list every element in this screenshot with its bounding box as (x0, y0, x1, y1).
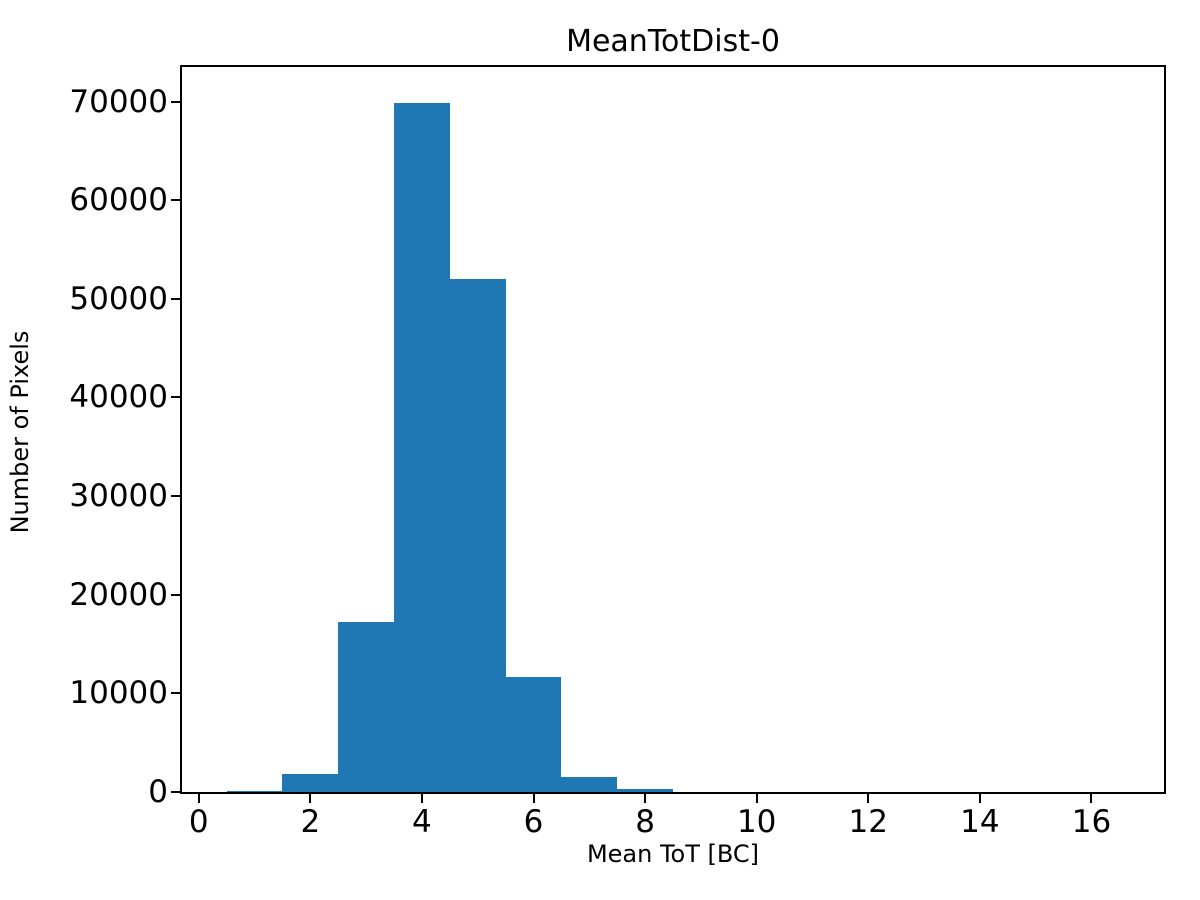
x-tick-mark (755, 794, 758, 803)
y-tick-label: 60000 (69, 182, 168, 219)
y-tick-mark (171, 100, 180, 103)
y-tick-mark (171, 199, 180, 202)
x-tick-label: 10 (736, 804, 777, 840)
x-tick-label: 16 (1071, 804, 1112, 840)
plot-area (182, 67, 1164, 792)
x-tick-mark (309, 794, 312, 803)
plot-area-spines (180, 65, 1166, 794)
x-tick-mark (197, 794, 200, 803)
y-tick-mark (171, 593, 180, 596)
histogram-bar (282, 774, 339, 792)
x-tick-mark (420, 794, 423, 803)
histogram-bar (561, 777, 618, 792)
histogram-bar (505, 677, 562, 792)
y-tick-mark (171, 396, 180, 399)
x-tick-label: 14 (960, 804, 1000, 840)
y-tick-mark (171, 297, 180, 300)
x-tick-label: 0 (188, 804, 209, 840)
x-tick-mark (1090, 794, 1093, 803)
y-tick-label: 0 (148, 774, 168, 810)
x-tick-label: 2 (300, 804, 321, 840)
x-tick-label: 6 (523, 804, 544, 840)
x-tick-label: 12 (848, 804, 888, 840)
chart-title: MeanTotDist-0 (566, 24, 780, 59)
x-tick-mark (867, 794, 870, 803)
y-tick-label: 10000 (69, 675, 168, 712)
histogram-bar (226, 790, 283, 792)
y-axis-label: Number of Pixels (6, 330, 34, 534)
histogram-bar (617, 788, 673, 792)
x-tick-label: 8 (635, 804, 655, 840)
x-tick-label: 4 (412, 804, 432, 840)
y-tick-mark (171, 495, 180, 498)
y-tick-mark (171, 692, 180, 695)
histogram-bar (394, 102, 450, 792)
x-tick-mark (532, 794, 535, 803)
y-tick-mark (171, 791, 180, 793)
y-tick-label: 50000 (69, 280, 168, 317)
y-tick-label: 30000 (69, 478, 168, 515)
y-tick-label: 70000 (69, 83, 168, 120)
x-axis-label: Mean ToT [BC] (586, 840, 760, 868)
x-tick-mark (978, 794, 981, 803)
histogram-bar (449, 279, 506, 792)
x-tick-mark (644, 794, 647, 803)
y-tick-label: 40000 (69, 379, 168, 416)
histogram-bar (338, 622, 394, 792)
y-tick-label: 20000 (69, 576, 168, 613)
